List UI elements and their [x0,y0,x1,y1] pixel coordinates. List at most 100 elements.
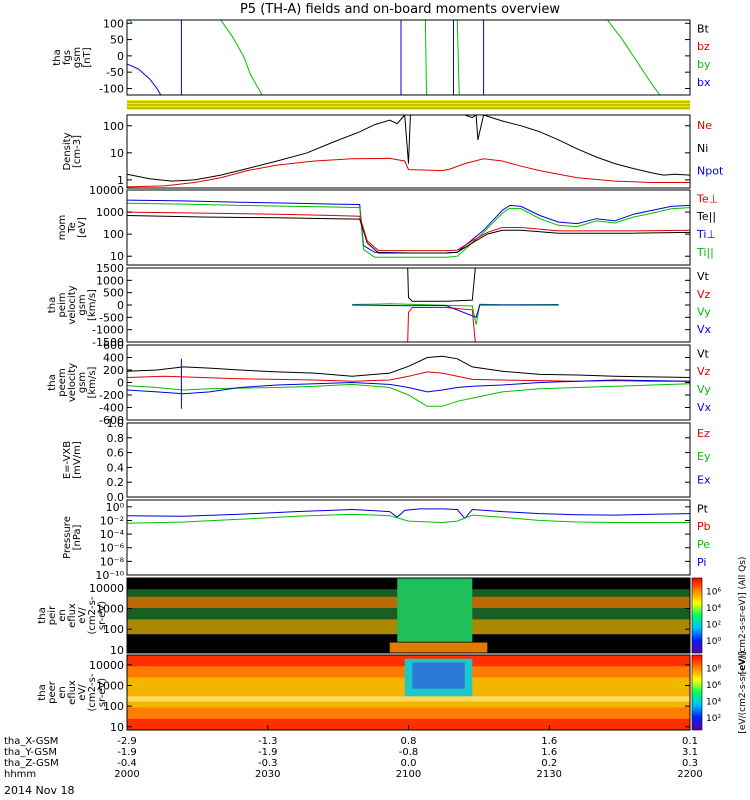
y-tick-label: 10⁰ [106,501,125,514]
y-axis-label: sr-eV) [97,678,108,707]
y-tick-label: 1000 [96,680,124,693]
y-tick-label: 0.0 [107,491,125,504]
y-tick-label: 100 [103,120,124,133]
y-axis-label: en [57,609,68,622]
spectrogram-peir_eflux [127,578,690,653]
y-axis-label: tha [47,374,58,390]
series-line-blue [127,379,690,395]
colorbar-tick-label: 10² [706,621,721,631]
panel-frame [126,114,691,189]
x-tick-label: -0.3 [258,758,278,769]
y-tick-label: 10⁻⁶ [100,542,125,555]
series-line-green [607,20,661,95]
y-tick-label: 10 [110,721,124,734]
series-line-green [127,513,690,524]
x-tick-label: -0.8 [399,747,419,758]
legend-entry: bz [697,40,710,53]
y-axis-label: eV/ [77,607,88,624]
panel-efield: 1.0 0.8 0.60.4 0.2 0.0 E=-VXB [mV/m] Ez Ey Ex [62,417,711,504]
date-label: 2014 Nov 18 [4,784,74,797]
y-tick-label: 10 [110,644,124,657]
series-group [127,20,661,95]
panel-fgs: 100 50 0 -50 -100 tha fgs gsm [nT] Bt bz by bx [52,17,711,96]
series-line-red [127,157,690,188]
y-tick-label: 100 [103,700,124,713]
colorbar-peer_eflux [691,654,703,731]
x-tick-label: -1.9 [258,747,278,758]
y-axis-label: eflux [67,603,78,628]
y-tick-label: 1.0 [107,417,125,430]
legend-entry: Ne [697,119,712,132]
y-tick-label: 0 [117,50,124,63]
panel-frame [126,499,691,576]
series-group [127,199,690,258]
y-axis-label: [km/s] [87,366,98,398]
y-tick-label: 1000 [96,206,124,219]
x-tick-label: 2200 [677,769,702,780]
panel-temperature: 10000 1000 100 10 mom Te [eV] Te⊥ Te|| Ti⊥ Ti|| [57,184,718,266]
y-tick-label: 10000 [89,184,124,197]
y-axis-label: [cm-3] [72,135,83,168]
colorbar-tick-label: 10⁴ [706,604,721,614]
y-tick-label: -200 [99,389,124,402]
spectrogram-peer_eflux [127,655,690,730]
time-axis: -2.9-1.9-0.42000-1.3-1.9-0.320300.8-0.80… [4,725,703,780]
x-tick-label: 0.8 [401,736,417,747]
legend-entry: Vy [697,383,711,396]
y-tick-label: 200 [103,364,124,377]
y-tick-label: 50 [110,34,124,47]
colorbar-tick-label: 10⁸ [706,665,721,675]
legend-entry: Ey [697,450,711,463]
legend-entry: Vx [697,323,712,336]
panel-frame [126,189,691,266]
legend-entry: Vt [697,270,710,283]
legend-entry: Pi [697,556,706,569]
series-line-red [127,211,690,252]
x-tick-label: 1.6 [541,736,557,747]
spectrogram-band [412,662,465,689]
y-tick-label: 100 [103,623,124,636]
y-tick-label: 10 [110,147,124,160]
y-axis-label: [eV] [77,217,88,238]
x-tick-label: -1.9 [117,747,137,758]
y-axis-label: Pressure [62,516,73,559]
y-tick-label: -400 [99,402,124,415]
y-tick-label: 600 [103,339,124,352]
y-tick-label: 10000 [89,659,124,672]
y-tick-label: 0.4 [107,461,125,474]
series-line-green [424,20,427,95]
y-tick-label: -50 [106,66,124,79]
panel-peir_eflux: 10⁶ 10⁴ 10² 10⁰ [eV/(cm2-s-sr-eV)] (All Qs) 1… [37,557,748,675]
x-tick-label: 2000 [114,769,139,780]
y-tick-label: 1000 [96,603,124,616]
series-line-green [220,20,263,95]
legend-entry: Ex [697,473,711,486]
y-tick-label: -100 [99,82,124,95]
panel-frame [126,344,691,421]
y-tick-label: 0.2 [107,476,125,489]
legend-entry: Te⊥ [696,192,718,205]
legend-entry: Npot [697,165,724,178]
y-axis-label: fgs [62,50,73,65]
y-axis-label: [mV/m] [72,441,83,479]
colorbar-tick-label: 10⁰ [706,637,721,647]
series-line-black [127,355,690,378]
legend-entry: Vz [697,288,711,301]
x-tick-label: 0.3 [682,758,698,769]
y-axis-label: en [57,686,68,699]
x-tick-label: 0.0 [401,758,417,769]
legend-entry: by [697,58,711,71]
y-axis-label: E=-VXB [62,441,73,479]
y-axis-label: eV/ [77,684,88,701]
y-axis-label: tha [37,607,48,623]
y-axis-label: tha [47,297,58,313]
y-tick-label: 0.8 [107,432,125,445]
y-axis-label: (cm2-s- [87,596,98,634]
series-group [352,268,559,342]
spectrogram-band [397,578,473,642]
legend-entry: Bt [697,22,710,35]
